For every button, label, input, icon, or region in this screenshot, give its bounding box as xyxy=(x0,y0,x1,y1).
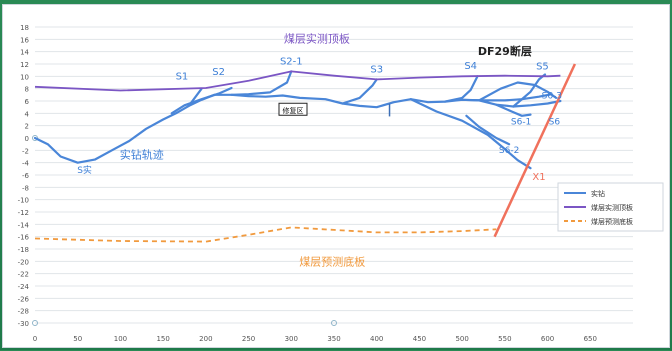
y-tick-label: -14 xyxy=(18,221,30,229)
y-tick-label: -12 xyxy=(18,209,29,217)
annotation-label: S2-1 xyxy=(280,57,303,68)
y-tick-label: 10 xyxy=(20,73,29,81)
series-line-drilling-segment xyxy=(444,75,479,103)
x-tick-label: 600 xyxy=(541,335,554,343)
y-tick-label: 2 xyxy=(25,123,29,131)
axis-corner-marker xyxy=(32,320,38,326)
annotation-label: 煤层预测底板 xyxy=(299,255,365,269)
series-line-drilling-segment xyxy=(512,73,547,108)
y-tick-label: -26 xyxy=(18,295,30,303)
annotation-label: S4 xyxy=(464,61,477,72)
y-tick-label: -30 xyxy=(18,320,29,328)
series-line-drilling-segment xyxy=(461,93,553,102)
y-tick-label: 18 xyxy=(20,24,29,32)
x-tick-label: 450 xyxy=(413,335,426,343)
y-tick-label: 12 xyxy=(20,61,29,69)
x-tick-label: 350 xyxy=(327,335,340,343)
y-tick-label: -2 xyxy=(22,147,29,155)
series-line-roof xyxy=(34,70,561,92)
annotation-label: S6-3 xyxy=(542,92,562,102)
y-tick-label: 8 xyxy=(25,86,29,94)
legend-label: 煤层实测顶板 xyxy=(591,203,633,212)
chart-frame: 18 16 14 12 10 8 6 4 2 0 -2 -4 -6 -8 -10 -12 -14 -16 -18 -2… xyxy=(2,4,670,348)
x-tick-label: 500 xyxy=(455,335,468,343)
annotation-label: S实 xyxy=(77,164,92,176)
x-tick-label: 400 xyxy=(370,335,383,343)
series-line-drilling-segment xyxy=(341,78,378,105)
repair-zone-label: 修复区 xyxy=(282,106,303,115)
y-tick-label: 16 xyxy=(20,36,29,44)
repair-zone-box xyxy=(278,102,308,116)
annotation-label: S6-1 xyxy=(511,117,531,127)
x-tick-label: 250 xyxy=(242,335,255,343)
x-tick-label: 300 xyxy=(285,335,298,343)
y-tick-label: 6 xyxy=(25,98,30,106)
annotation-label: S6 xyxy=(549,117,561,127)
y-tick-label: -20 xyxy=(18,258,29,266)
annotation-label: S2 xyxy=(212,67,225,78)
x-tick-label: 550 xyxy=(498,335,511,343)
x-tick-label: 650 xyxy=(584,335,597,343)
series-line-drilling-segment xyxy=(495,103,532,117)
legend-label: 煤层预测底板 xyxy=(591,217,633,226)
series-line-drilling-segment xyxy=(230,70,293,96)
x-tick-label: 100 xyxy=(114,335,127,343)
y-tick-label: -10 xyxy=(18,197,29,205)
series-line-floor xyxy=(34,226,497,243)
y-tick-label: -22 xyxy=(18,271,29,279)
annotation-label: S6-2 xyxy=(499,146,519,156)
x-tick-label: 50 xyxy=(73,335,82,343)
y-tick-label: -28 xyxy=(18,308,29,316)
annotation-label: X1 xyxy=(532,172,545,183)
annotation-label: 实钻轨迹 xyxy=(120,147,164,161)
series-line-drilling-segment xyxy=(478,81,558,102)
annotation-label: S1 xyxy=(176,71,189,82)
chart-svg: 18 16 14 12 10 8 6 4 2 0 -2 -4 -6 -8 -10 -12 -14 -16 -18 -2… xyxy=(18,24,664,343)
series-line-drilling-segment xyxy=(170,86,233,115)
series-line-drilling-segment xyxy=(465,114,511,146)
x-tick-label: 200 xyxy=(199,335,212,343)
x-tick-label: 0 xyxy=(33,335,37,343)
y-tick-label: 4 xyxy=(25,110,30,118)
x-tick-label: 150 xyxy=(156,335,169,343)
annotation-label: S5 xyxy=(536,62,549,73)
y-tick-label: -4 xyxy=(22,160,30,168)
axis-mid-marker xyxy=(331,320,337,326)
y-tick-label: -16 xyxy=(18,234,30,242)
y-tick-label: 0 xyxy=(25,135,29,143)
annotation-label: DF29断层 xyxy=(478,44,532,58)
series-line-drilling-segment xyxy=(409,98,532,170)
y-tick-label: -24 xyxy=(18,283,30,291)
y-tick-label: -6 xyxy=(22,172,30,180)
legend-label: 实钻 xyxy=(591,189,605,198)
y-tick-label: -18 xyxy=(18,246,29,254)
y-tick-label: 14 xyxy=(20,49,29,57)
fault-line xyxy=(493,63,577,238)
annotation-label: S3 xyxy=(370,65,383,76)
y-tick-label: -8 xyxy=(22,184,29,192)
annotation-label: 煤层实测顶板 xyxy=(284,31,350,45)
